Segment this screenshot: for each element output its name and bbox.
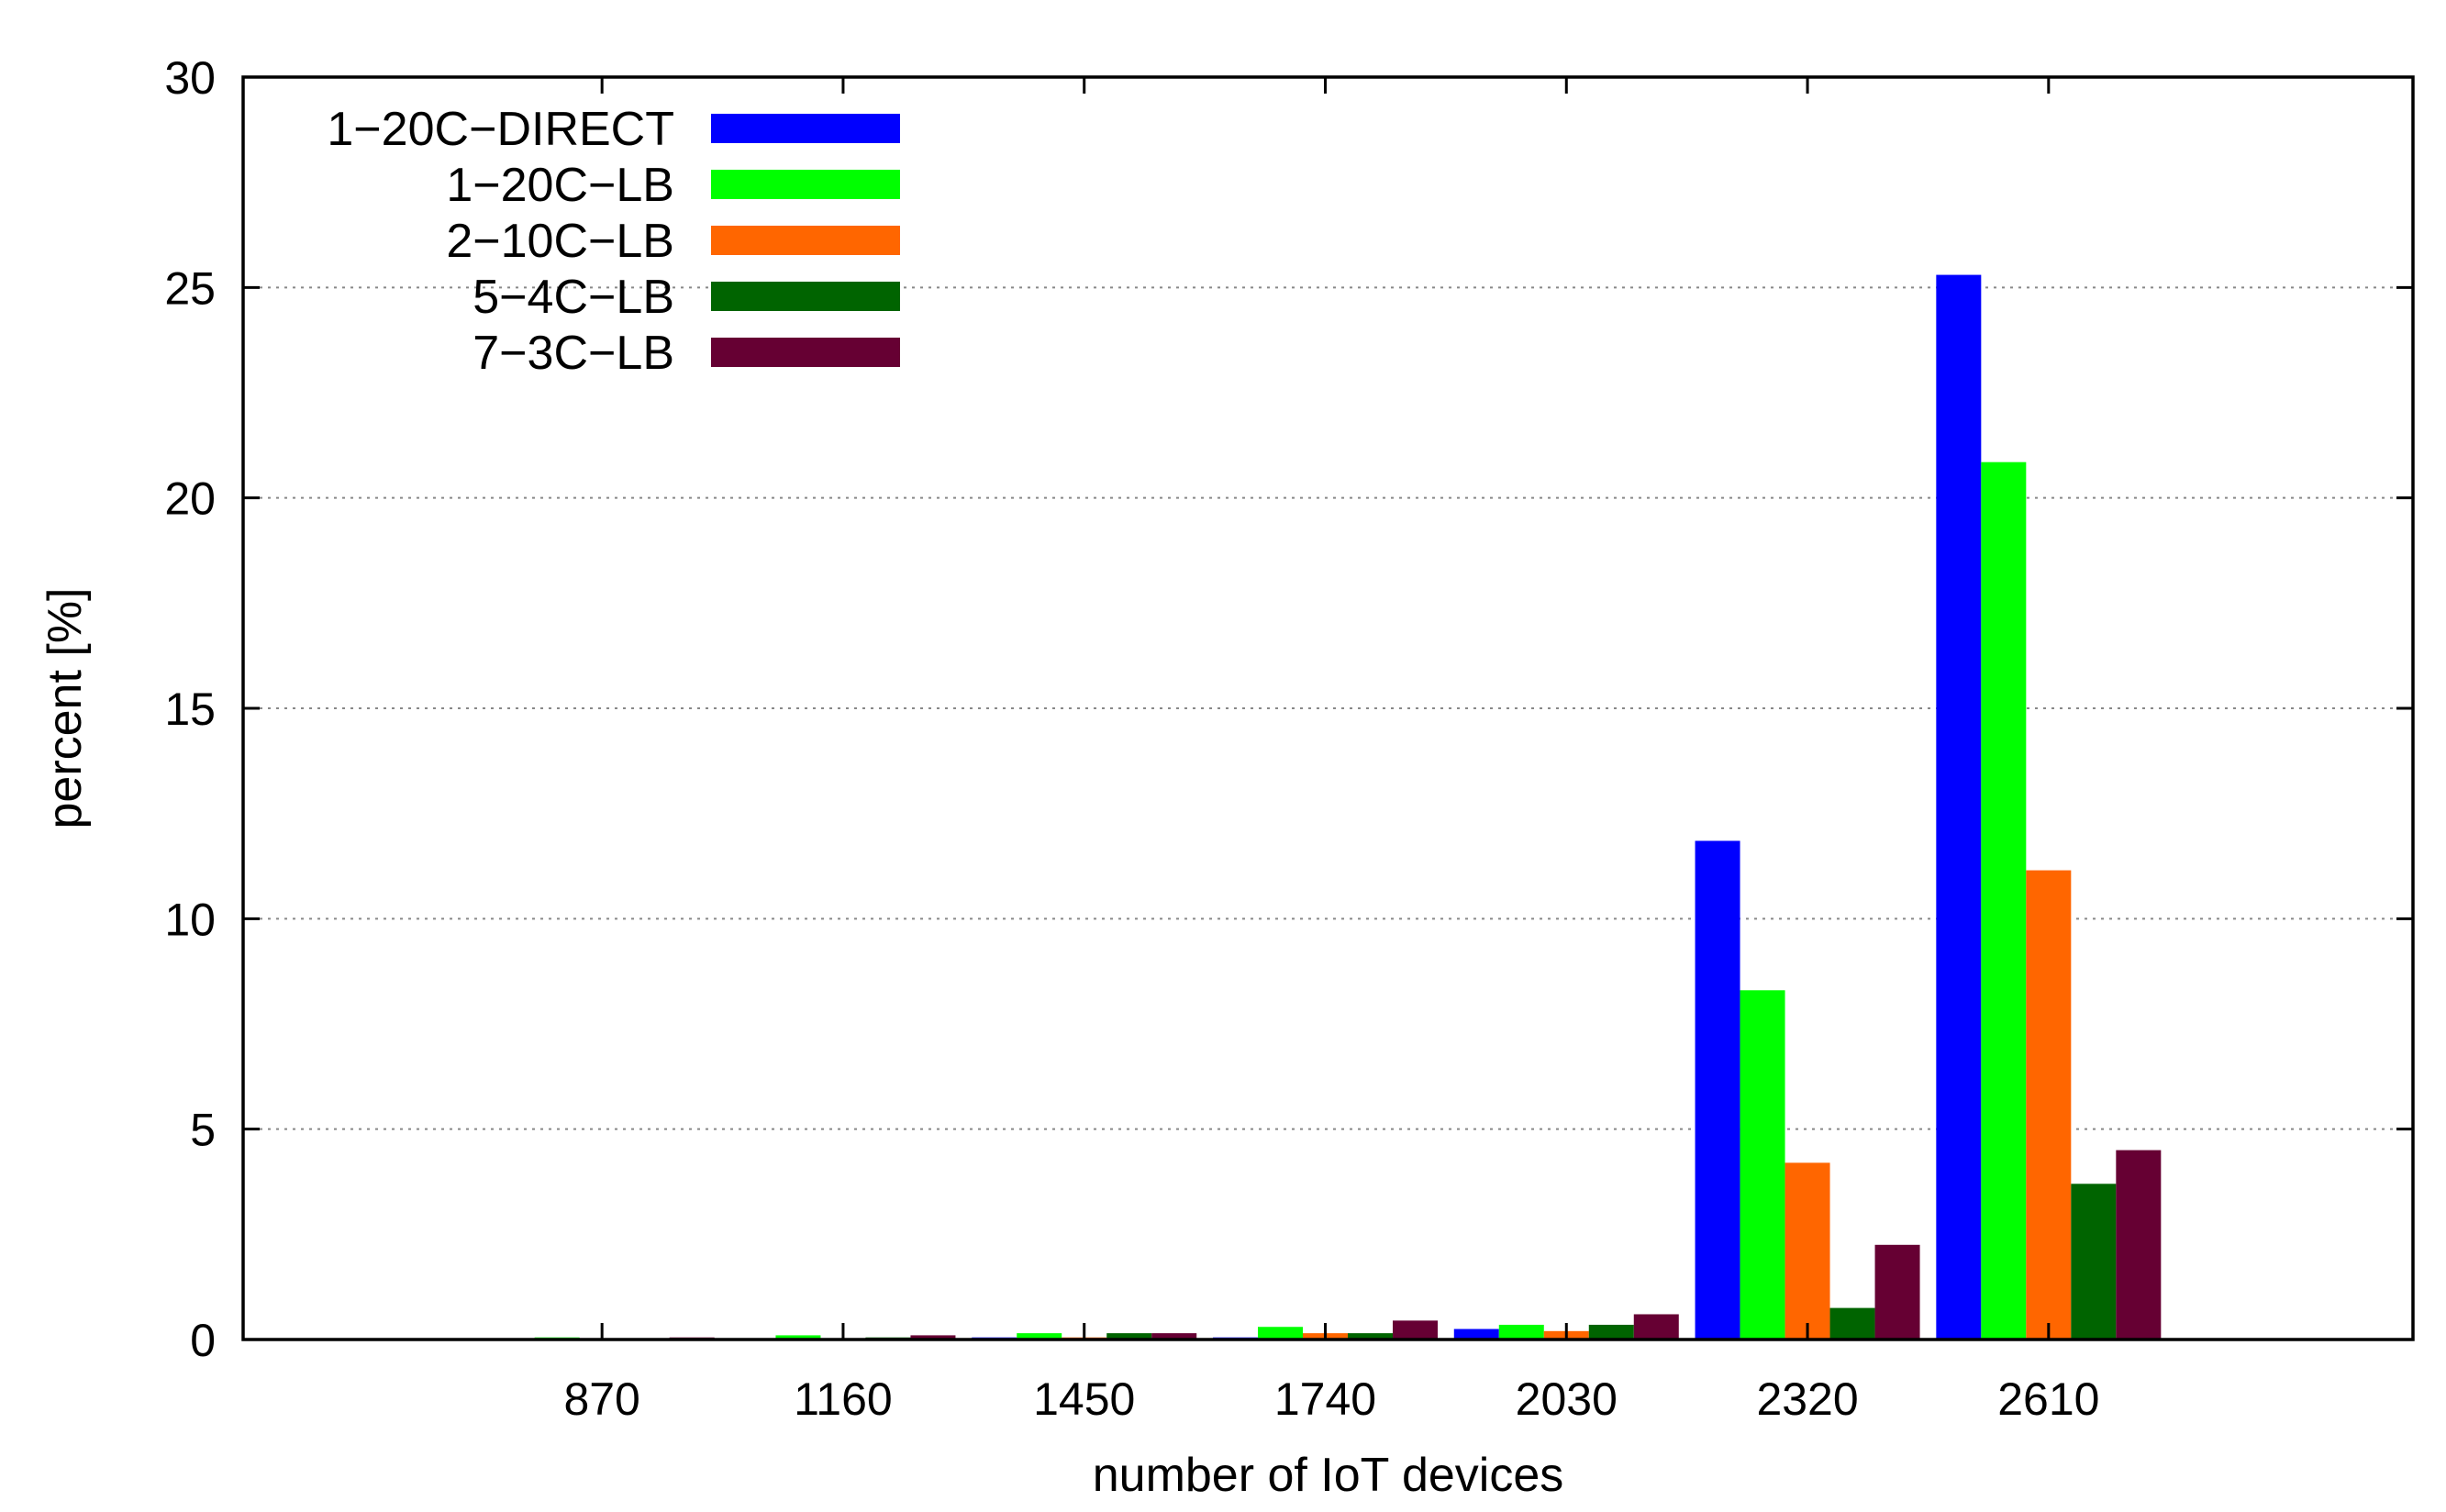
bar bbox=[1784, 1162, 1830, 1340]
bar bbox=[1348, 1333, 1393, 1340]
y-tick-label: 10 bbox=[164, 894, 216, 945]
y-tick-label: 30 bbox=[164, 52, 216, 104]
legend-label: 2−10C−LB bbox=[446, 215, 674, 268]
bar bbox=[1633, 1314, 1679, 1340]
bar bbox=[1017, 1333, 1062, 1340]
plot-frame bbox=[241, 75, 2415, 1341]
legend-swatch bbox=[711, 170, 900, 199]
bar bbox=[1874, 1244, 1920, 1340]
bar bbox=[1588, 1324, 1634, 1340]
legend-label: 1−20C−DIRECT bbox=[327, 103, 674, 156]
bar bbox=[1695, 840, 1740, 1340]
bar bbox=[1981, 461, 2027, 1340]
x-tick-label: 1160 bbox=[794, 1373, 893, 1425]
legend: 1−20C−DIRECT1−20C−LB2−10C−LB5−4C−LB7−3C−… bbox=[327, 103, 900, 380]
bar bbox=[1258, 1327, 1303, 1340]
x-tick-label: 1450 bbox=[1033, 1373, 1135, 1425]
bar bbox=[2026, 870, 2072, 1340]
y-tick-label: 0 bbox=[190, 1315, 216, 1366]
legend-swatch bbox=[711, 114, 900, 143]
bar bbox=[2071, 1184, 2117, 1340]
legend-label: 1−20C−LB bbox=[446, 159, 674, 212]
legend-swatch bbox=[711, 282, 900, 311]
legend-label: 5−4C−LB bbox=[473, 271, 674, 324]
bar bbox=[1393, 1320, 1438, 1340]
bar bbox=[1740, 990, 1785, 1340]
grid-lines bbox=[243, 286, 2413, 1130]
legend-swatch bbox=[711, 338, 900, 367]
bar bbox=[2116, 1150, 2162, 1340]
bar bbox=[1829, 1307, 1875, 1340]
legend-swatch bbox=[711, 226, 900, 255]
x-tick-label: 870 bbox=[563, 1373, 639, 1425]
y-tick-label: 15 bbox=[164, 684, 216, 735]
y-tick-label: 25 bbox=[164, 262, 216, 314]
bar bbox=[1106, 1333, 1152, 1340]
axis-ticks: 0 5 10 15 20 25 30 870 1160 1450 1740 2030 2320 2610 bbox=[164, 52, 2413, 1425]
y-axis-label: percent [%] bbox=[39, 587, 92, 828]
x-tick-label: 2320 bbox=[1756, 1373, 1858, 1425]
x-tick-label: 2610 bbox=[1997, 1373, 2099, 1425]
x-tick-label: 2030 bbox=[1516, 1373, 1618, 1425]
bar bbox=[1453, 1329, 1499, 1340]
legend-label: 7−3C−LB bbox=[473, 327, 674, 380]
bar bbox=[775, 1335, 821, 1340]
x-tick-label: 1740 bbox=[1274, 1373, 1376, 1425]
y-tick-label: 20 bbox=[164, 473, 216, 525]
bar bbox=[1151, 1333, 1197, 1340]
bar bbox=[910, 1335, 956, 1340]
bars bbox=[534, 274, 2162, 1340]
bar bbox=[1936, 274, 1982, 1340]
bar bbox=[1498, 1324, 1544, 1340]
x-axis-label: number of IoT devices bbox=[1093, 1449, 1564, 1502]
y-tick-label: 5 bbox=[190, 1105, 216, 1156]
